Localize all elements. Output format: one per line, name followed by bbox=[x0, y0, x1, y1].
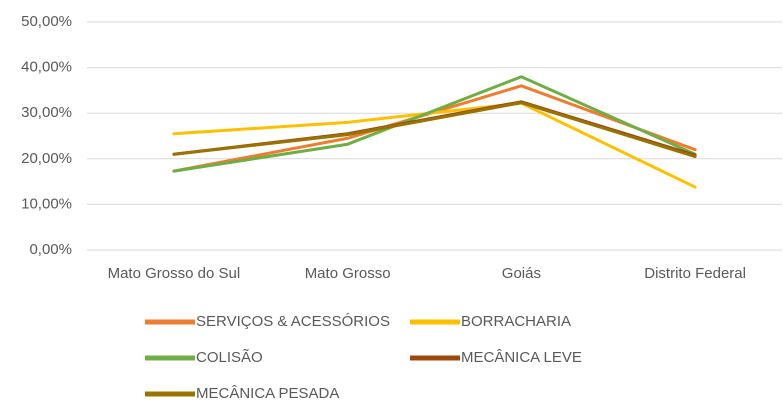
series-line bbox=[172, 75, 697, 173]
y-tick-label: 40,00% bbox=[21, 59, 72, 76]
series-line bbox=[172, 101, 697, 189]
y-tick-label: 50,00% bbox=[21, 13, 72, 30]
legend-label: BORRACHARIA bbox=[461, 313, 571, 330]
x-tick-label: Mato Grosso bbox=[305, 265, 391, 282]
legend-label: SERVIÇOS & ACESSÓRIOS bbox=[196, 313, 390, 330]
legend-label: MECÂNICA LEVE bbox=[461, 349, 582, 366]
y-tick-label: 10,00% bbox=[21, 195, 72, 212]
x-tick-label: Mato Grosso do Sul bbox=[108, 265, 241, 282]
legend-label: MECÂNICA PESADA bbox=[196, 385, 339, 402]
y-tick-label: 0,00% bbox=[29, 241, 72, 258]
x-tick-label: Goiás bbox=[502, 265, 541, 282]
y-tick-label: 20,00% bbox=[21, 150, 72, 167]
legend-label: COLISÃO bbox=[196, 349, 263, 366]
series-line bbox=[172, 101, 697, 159]
x-tick-label: Distrito Federal bbox=[644, 265, 746, 282]
y-tick-label: 30,00% bbox=[21, 104, 72, 121]
